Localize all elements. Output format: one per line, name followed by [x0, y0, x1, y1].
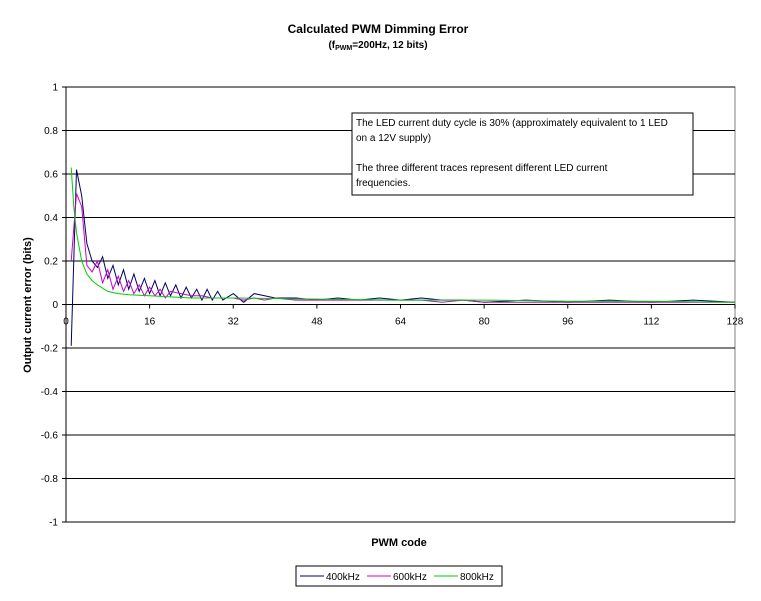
x-tick-label: 96 [562, 317, 574, 328]
series-line-600kHz [70, 193, 735, 303]
y-tick-label: 0.4 [44, 213, 58, 224]
legend-label: 400kHz [326, 572, 360, 583]
series-line-800kHz [70, 167, 736, 303]
x-tick-label: 16 [144, 317, 156, 328]
x-tick-label: 112 [643, 317, 659, 328]
annotation-box: The LED current duty cycle is 30% (appro… [351, 112, 694, 196]
series-line-400kHz [70, 169, 736, 346]
legend-label: 600kHz [393, 572, 427, 583]
y-tick-label: -0.6 [41, 431, 59, 442]
x-tick-label: 64 [395, 317, 407, 328]
x-tick-label: 48 [311, 317, 323, 328]
y-axis-label: Output current error (bits) [22, 237, 34, 373]
x-axis-label: PWM code [371, 537, 427, 549]
legend: 400kHz 600kHz 800kHz [295, 565, 503, 587]
y-tick-label: 0.2 [44, 257, 58, 268]
chart-subtitle-suffix: =200Hz, 12 bits) [352, 40, 427, 51]
y-tick-label: 0.8 [44, 126, 58, 137]
x-tick-label: 0 [63, 317, 69, 328]
annotation-frame [351, 112, 694, 196]
x-tick-label: 80 [479, 317, 491, 328]
chart-subtitle-subscript: PWM [335, 45, 352, 52]
chart-title: Calculated PWM Dimming Error [288, 22, 469, 36]
legend-frame [295, 565, 503, 587]
chart-subtitle-prefix: (f [328, 40, 335, 51]
annotation-line: The three different traces represent dif… [356, 163, 608, 174]
annotation-line: frequencies. [356, 178, 410, 189]
annotation-line: on a 12V supply) [356, 133, 431, 144]
y-tick-label: 0 [52, 300, 58, 311]
y-tick-label: 1 [52, 83, 58, 94]
y-tick-label: -1 [49, 518, 58, 529]
legend-label: 800kHz [460, 572, 494, 583]
y-tick-label: 0.6 [44, 170, 58, 181]
y-tick-label: -0.8 [41, 474, 59, 485]
y-tick-label: -0.4 [41, 387, 59, 398]
x-tick-label: 128 [727, 317, 744, 328]
y-tick-label: -0.2 [41, 344, 59, 355]
chart-subtitle: (fPWM=200Hz, 12 bits) [328, 40, 427, 52]
annotation-line: The LED current duty cycle is 30% (appro… [356, 118, 668, 129]
x-tick-label: 32 [228, 317, 240, 328]
